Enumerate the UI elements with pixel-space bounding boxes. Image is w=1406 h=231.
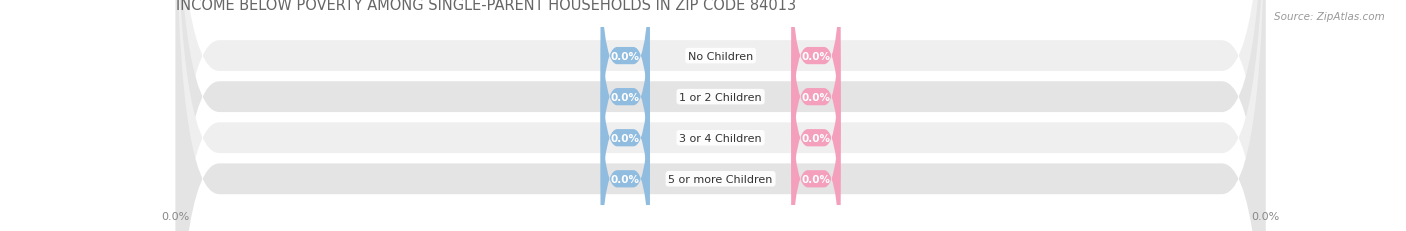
FancyBboxPatch shape <box>600 24 650 231</box>
FancyBboxPatch shape <box>600 0 650 170</box>
FancyBboxPatch shape <box>792 0 841 211</box>
Text: 1 or 2 Children: 1 or 2 Children <box>679 92 762 102</box>
Text: 0.0%: 0.0% <box>610 51 640 61</box>
Text: 0.0%: 0.0% <box>801 92 831 102</box>
Text: 0.0%: 0.0% <box>610 92 640 102</box>
FancyBboxPatch shape <box>792 65 841 231</box>
Text: Source: ZipAtlas.com: Source: ZipAtlas.com <box>1274 12 1385 21</box>
Text: No Children: No Children <box>688 51 754 61</box>
Text: INCOME BELOW POVERTY AMONG SINGLE-PARENT HOUSEHOLDS IN ZIP CODE 84013: INCOME BELOW POVERTY AMONG SINGLE-PARENT… <box>176 0 796 13</box>
FancyBboxPatch shape <box>792 0 841 170</box>
FancyBboxPatch shape <box>176 0 1265 231</box>
Text: 0.0%: 0.0% <box>801 133 831 143</box>
FancyBboxPatch shape <box>600 65 650 231</box>
FancyBboxPatch shape <box>600 0 650 211</box>
Text: 5 or more Children: 5 or more Children <box>668 174 773 184</box>
FancyBboxPatch shape <box>792 24 841 231</box>
FancyBboxPatch shape <box>176 0 1265 231</box>
Text: 3 or 4 Children: 3 or 4 Children <box>679 133 762 143</box>
Text: 0.0%: 0.0% <box>801 51 831 61</box>
Text: 0.0%: 0.0% <box>801 174 831 184</box>
FancyBboxPatch shape <box>176 0 1265 231</box>
Text: 0.0%: 0.0% <box>610 174 640 184</box>
Text: 0.0%: 0.0% <box>610 133 640 143</box>
FancyBboxPatch shape <box>176 0 1265 231</box>
